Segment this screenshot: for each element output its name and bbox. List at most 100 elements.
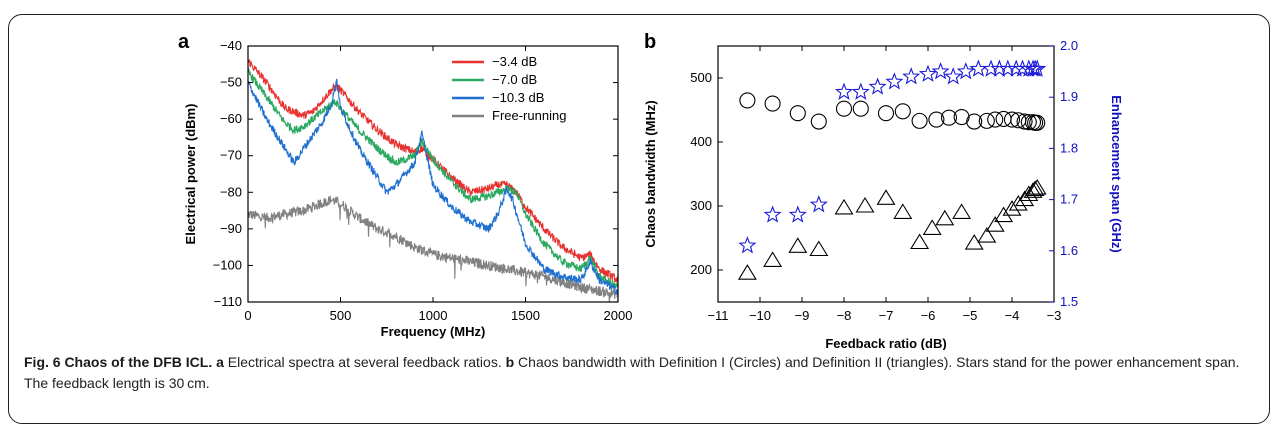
x-tick-label: −10: [749, 308, 771, 323]
x-tick-label: 500: [330, 308, 352, 323]
y-tick-label: −100: [213, 257, 242, 272]
y-tick-label: −60: [220, 111, 242, 126]
x-tick-label: −7: [879, 308, 894, 323]
circle-point: [739, 92, 756, 109]
circle-point: [894, 103, 911, 120]
star-point: [809, 195, 828, 213]
star-point: [885, 72, 904, 90]
y2-tick-label: 1.9: [1060, 89, 1078, 104]
circle-point: [1020, 114, 1037, 131]
triangle-point: [935, 209, 955, 226]
x-tick-label: 1500: [511, 308, 540, 323]
circle-point: [1029, 114, 1046, 131]
circle-point: [1003, 111, 1021, 128]
y-tick-label: −40: [220, 38, 242, 53]
caption-part-b-label: b: [505, 354, 515, 370]
caption-part-b-text: Chaos bandwidth with Definition I (Circl…: [24, 354, 1240, 391]
triangle-point: [977, 227, 997, 243]
x-tick-label: −6: [921, 308, 936, 323]
star-point: [944, 67, 963, 85]
circle-point: [928, 111, 945, 128]
circle-point: [852, 100, 869, 117]
legend-label-3-4db: −3.4 dB: [492, 54, 537, 69]
x-tick-label: −11: [707, 308, 728, 323]
circle-point: [953, 108, 970, 126]
x-tick-label: 2000: [604, 308, 633, 323]
star-point: [902, 67, 921, 85]
circle-point: [911, 112, 928, 129]
x-tick-label: −8: [837, 308, 852, 323]
series-line: [248, 195, 618, 302]
y2-tick-label: 1.6: [1060, 243, 1078, 258]
panel-a-chart: a 0 500 1000 1500 2000 −40 −50 −60 −70 −80 −90 −100…: [178, 31, 632, 339]
panel-a-legend: −3.4 dB −7.0 dB −10.3 dB Free-running: [452, 54, 566, 123]
triangle-point: [855, 196, 875, 213]
y2-tick-label: 1.7: [1060, 192, 1078, 207]
star-point: [990, 59, 1009, 77]
star-point: [931, 62, 950, 80]
series-line: [248, 67, 618, 290]
star-point: [788, 205, 807, 223]
triangle-point: [763, 251, 783, 267]
triangle-point: [922, 219, 942, 235]
panel-b-chart: b −11 −10 −9 −8 −7 −6 −5 −4 −3 200 300 400 500 1.5 1.6…: [643, 31, 1124, 350]
circle-point: [789, 105, 806, 122]
star-point: [868, 77, 887, 95]
star-point: [969, 59, 988, 77]
legend-label-10-3db: −10.3 dB: [492, 90, 544, 105]
triangle-point: [1008, 195, 1028, 211]
y-tick-label: 400: [690, 134, 712, 149]
circle-point: [764, 95, 781, 112]
star-point: [956, 62, 975, 80]
star-point: [1028, 59, 1047, 77]
triangle-point: [994, 206, 1014, 223]
triangle-point: [876, 189, 896, 205]
triangle-point: [788, 237, 808, 253]
panel-b-letter: b: [644, 31, 656, 53]
triangle-point: [1019, 185, 1039, 202]
triangle-point: [893, 203, 913, 219]
y2-tick-label: 1.5: [1060, 294, 1078, 309]
circle-point: [978, 112, 995, 129]
series-line: [248, 59, 618, 283]
caption-part-a-label: a: [216, 354, 224, 370]
x-tick-label: −9: [795, 308, 810, 323]
circle-point: [835, 100, 853, 117]
star-point: [998, 59, 1017, 77]
triangle-point: [737, 264, 757, 280]
circle-point: [810, 113, 827, 130]
star-point: [763, 205, 782, 223]
star-point: [851, 82, 870, 100]
y2-tick-label: 1.8: [1060, 140, 1078, 155]
y-tick-label: −110: [214, 294, 242, 309]
circle-point: [987, 111, 1004, 128]
circle-point: [966, 113, 983, 130]
triangle-point: [985, 216, 1005, 232]
circle-point: [995, 110, 1012, 128]
triangle-point: [1023, 182, 1043, 198]
figure-6: a 0 500 1000 1500 2000 −40 −50 −60 −70 −80 −90 −100…: [178, 31, 1124, 350]
legend-label-free-running: Free-running: [492, 108, 566, 123]
y-tick-label: −50: [220, 75, 242, 90]
panel-b-xlabel: Feedback ratio (dB): [825, 336, 946, 350]
star-point: [834, 82, 854, 100]
triangle-point: [1027, 179, 1047, 195]
x-tick-label: −4: [1005, 308, 1020, 323]
panel-a-xlabel: Frequency (MHz): [381, 324, 486, 339]
star-point: [918, 64, 938, 82]
caption-title: Fig. 6 Chaos of the DFB ICL.: [24, 354, 213, 370]
y-tick-label: 200: [690, 262, 712, 277]
y-tick-label: 500: [690, 70, 712, 85]
x-tick-label: 0: [244, 308, 251, 323]
triangle-point: [1002, 200, 1022, 216]
triangle-point: [834, 198, 854, 215]
panel-b-ylabel: Chaos bandwidth (MHz): [643, 100, 658, 247]
circle-point: [877, 105, 895, 122]
y-tick-label: 300: [690, 198, 712, 213]
y-tick-label: −90: [220, 221, 242, 236]
y-tick-label: −70: [220, 148, 242, 163]
panel-a-ylabel: Electrical power (dBm): [183, 104, 198, 245]
series-line: [248, 78, 618, 295]
y2-tick-label: 2.0: [1060, 38, 1078, 53]
circle-point: [940, 109, 958, 126]
